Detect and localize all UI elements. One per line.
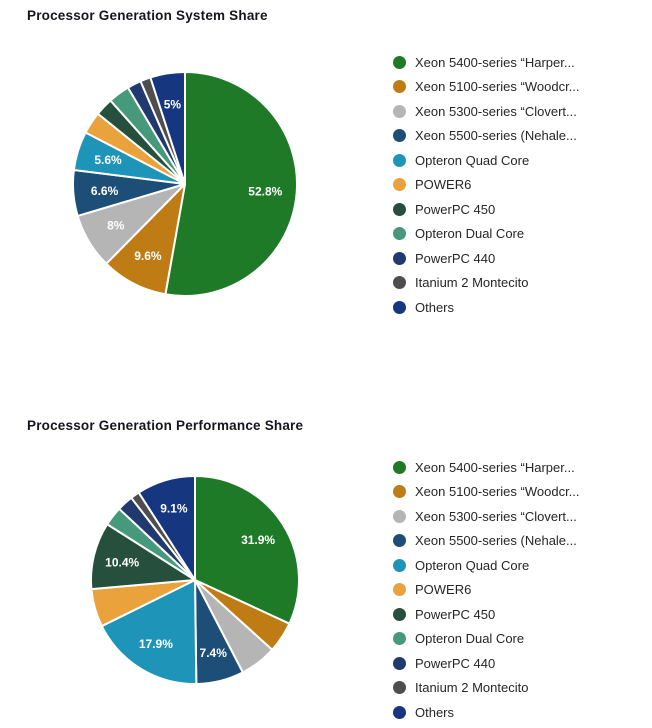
pie-slice-value-label: 8% <box>107 219 125 233</box>
pie-slice-value-label: 5% <box>164 98 182 112</box>
system-share-pie-chart: 52.8% 9.6% 8% 6.6% 5.6% 5% <box>71 70 299 303</box>
system-share-chart-title: Processor Generation System Share <box>27 8 268 23</box>
legend-item: POWER6 <box>393 578 580 603</box>
pie-slice <box>137 475 196 581</box>
legend-label: Opteron Dual Core <box>415 631 525 647</box>
pie-slice <box>194 475 300 625</box>
legend-item: Xeon 5300-series “Clovert... <box>393 99 580 124</box>
legend-color-dot <box>393 632 406 646</box>
legend-item: POWER6 <box>393 173 580 198</box>
legend-item: PowerPC 440 <box>393 651 580 676</box>
legend-item: Itanium 2 Montecito <box>393 676 580 701</box>
performance-share-chart-block: Processor Generation Performance Share 3… <box>0 405 652 728</box>
pie-slice-value-label: 9.6% <box>134 249 162 263</box>
legend-color-dot <box>393 656 406 670</box>
legend-label: PowerPC 440 <box>415 250 496 266</box>
legend-item: Opteron Dual Core <box>393 627 580 652</box>
legend-label: Itanium 2 Montecito <box>415 275 529 291</box>
legend-item: Opteron Quad Core <box>393 148 580 173</box>
legend-color-dot <box>393 129 406 143</box>
legend-label: PowerPC 450 <box>415 606 496 622</box>
legend-color-dot <box>393 202 406 216</box>
performance-share-pie-chart: 31.9% 7.4% 17.9% 10.4% 9.1% <box>89 474 301 691</box>
pie-slice-value-label: 6.6% <box>91 184 119 198</box>
legend-color-dot <box>393 583 406 597</box>
legend-label: Others <box>415 299 455 315</box>
legend-color-dot <box>393 509 406 523</box>
legend-color-dot <box>393 558 406 572</box>
pie-slice-value-label: 9.1% <box>160 501 188 515</box>
legend-label: PowerPC 450 <box>415 201 496 217</box>
legend-label: PowerPC 440 <box>415 655 496 671</box>
legend-item: Others <box>393 295 580 320</box>
legend-label: Xeon 5500-series (Nehale... <box>415 128 577 144</box>
legend-label: Xeon 5400-series “Harper... <box>415 459 575 475</box>
legend-color-dot <box>393 153 406 167</box>
performance-share-legend: Xeon 5400-series “Harper... Xeon 5100-ser… <box>393 455 580 725</box>
legend-item: Others <box>393 700 580 725</box>
pie-slice-value-label: 7.4% <box>200 646 228 660</box>
legend-item: Xeon 5500-series (Nehale... <box>393 529 580 554</box>
legend-item: Xeon 5100-series “Woodcr... <box>393 75 580 100</box>
pie-svg: 31.9% 7.4% 17.9% 10.4% 9.1% <box>90 475 300 685</box>
pie-slice-value-label: 17.9% <box>139 637 173 651</box>
legend-color-dot <box>393 276 406 290</box>
legend-color-dot <box>393 300 406 314</box>
legend-item: Xeon 5300-series “Clovert... <box>393 504 580 529</box>
pie-slice-value-label: 52.8% <box>248 184 282 198</box>
pie-slice-value-label: 10.4% <box>105 556 139 570</box>
legend-item: Xeon 5400-series “Harper... <box>393 50 580 75</box>
legend-color-dot <box>393 227 406 241</box>
legend-color-dot <box>393 80 406 94</box>
legend-color-dot <box>393 460 406 474</box>
pie-slice-value-label: 31.9% <box>241 533 275 547</box>
legend-label: POWER6 <box>415 177 472 193</box>
legend-item: PowerPC 450 <box>393 602 580 627</box>
legend-color-dot <box>393 534 406 548</box>
legend-item: Xeon 5400-series “Harper... <box>393 455 580 480</box>
system-share-chart-block: Processor Generation System Share 52.8% 9… <box>27 8 580 320</box>
legend-label: Xeon 5100-series “Woodcr... <box>415 79 580 95</box>
pie-slice <box>164 71 298 297</box>
legend-item: Xeon 5100-series “Woodcr... <box>393 480 580 505</box>
legend-color-dot <box>393 104 406 118</box>
legend-label: Xeon 5400-series “Harper... <box>415 54 575 70</box>
legend-label: Xeon 5300-series “Clovert... <box>415 103 577 119</box>
legend-color-dot <box>393 607 406 621</box>
legend-item: Opteron Quad Core <box>393 553 580 578</box>
pie-svg: 52.8% 9.6% 8% 6.6% 5.6% 5% <box>72 71 298 297</box>
legend-label: Opteron Dual Core <box>415 226 525 242</box>
pie-slice-value-label: 5.6% <box>94 153 122 167</box>
legend-color-dot <box>393 485 406 499</box>
legend-color-dot <box>393 705 406 719</box>
legend-item: Xeon 5500-series (Nehale... <box>393 124 580 149</box>
performance-share-chart-title: Processor Generation Performance Share <box>27 418 304 433</box>
pie-slice <box>149 71 186 185</box>
legend-color-dot <box>393 55 406 69</box>
legend-label: Xeon 5300-series “Clovert... <box>415 508 577 524</box>
legend-item: Opteron Dual Core <box>393 222 580 247</box>
legend-color-dot <box>393 681 406 695</box>
legend-color-dot <box>393 251 406 265</box>
legend-label: Xeon 5100-series “Woodcr... <box>415 484 580 500</box>
legend-label: Opteron Quad Core <box>415 152 530 168</box>
pie-slice <box>100 579 198 685</box>
legend-color-dot <box>393 178 406 192</box>
legend-label: Others <box>415 704 455 720</box>
legend-label: Xeon 5500-series (Nehale... <box>415 533 577 549</box>
legend-item: Itanium 2 Montecito <box>393 271 580 296</box>
legend-label: Opteron Quad Core <box>415 557 530 573</box>
legend-label: Itanium 2 Montecito <box>415 680 529 696</box>
system-share-legend: Xeon 5400-series “Harper... Xeon 5100-ser… <box>393 50 580 320</box>
legend-item: PowerPC 440 <box>393 246 580 271</box>
legend-label: POWER6 <box>415 582 472 598</box>
legend-item: PowerPC 450 <box>393 197 580 222</box>
